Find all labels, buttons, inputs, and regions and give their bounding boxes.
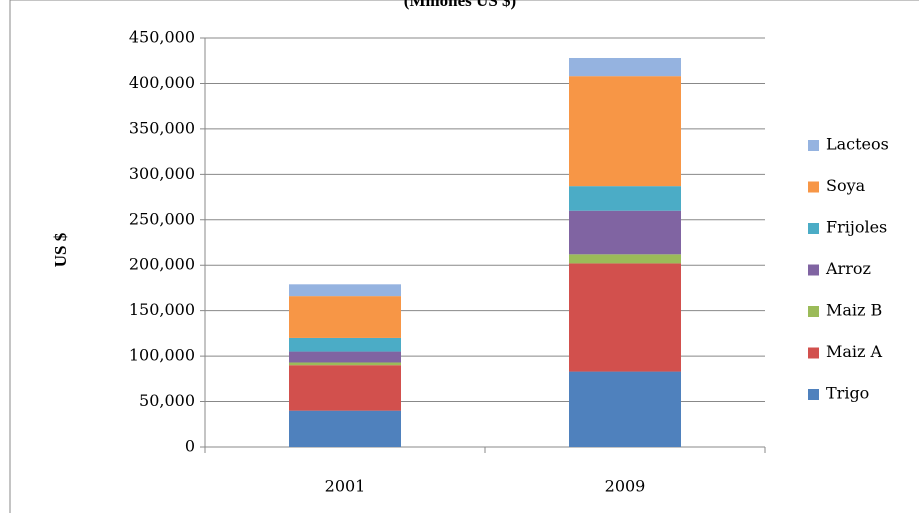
- y-tick-label: 300,000: [129, 164, 195, 183]
- bar-segment: [569, 186, 681, 211]
- legend-label: Lacteos: [826, 135, 889, 154]
- x-tick-label: 2009: [605, 477, 646, 496]
- legend-swatch: [808, 264, 819, 276]
- legend-swatch: [808, 306, 819, 317]
- y-tick-label: 100,000: [129, 346, 195, 365]
- y-tick-label: 150,000: [129, 300, 195, 319]
- legend-label: Arroz: [825, 259, 871, 278]
- bar-segment: [289, 284, 401, 297]
- y-tick-label: 400,000: [129, 73, 195, 92]
- legend-label: Trigo: [826, 384, 869, 403]
- x-tick-label: 2001: [325, 477, 366, 496]
- bar-segment: [569, 263, 681, 372]
- bar-segment: [569, 76, 681, 187]
- y-tick-label: 50,000: [139, 391, 195, 410]
- legend-swatch: [808, 140, 819, 151]
- y-tick-label: 200,000: [129, 255, 195, 274]
- bar-segment: [289, 362, 401, 366]
- legend-label: Maiz A: [826, 342, 883, 361]
- legend-swatch: [808, 389, 819, 400]
- bar-segment: [289, 296, 401, 338]
- y-tick-label: 450,000: [129, 28, 195, 47]
- legend-swatch: [808, 181, 819, 193]
- bar-segment: [289, 337, 401, 352]
- legend-label: Soya: [826, 176, 866, 195]
- legend-label: Frijoles: [826, 218, 887, 237]
- y-tick-label: 0: [185, 437, 195, 456]
- legend-label: Maiz B: [826, 301, 882, 320]
- legend-swatch: [808, 223, 819, 234]
- legend-swatch: [808, 347, 819, 359]
- y-axis-label: US $: [51, 232, 70, 267]
- y-tick-label: 250,000: [129, 209, 195, 228]
- bar-segment: [569, 57, 681, 77]
- chart-frame: [9, 0, 919, 513]
- bar-segment: [289, 410, 401, 447]
- bar-segment: [569, 254, 681, 264]
- bar-segment: [289, 365, 401, 411]
- y-tick-label: 350,000: [129, 118, 195, 137]
- chart-title: (Millones US $): [404, 0, 516, 10]
- bar-segment: [569, 210, 681, 255]
- bar-segment: [569, 371, 681, 447]
- bar-segment: [289, 351, 401, 363]
